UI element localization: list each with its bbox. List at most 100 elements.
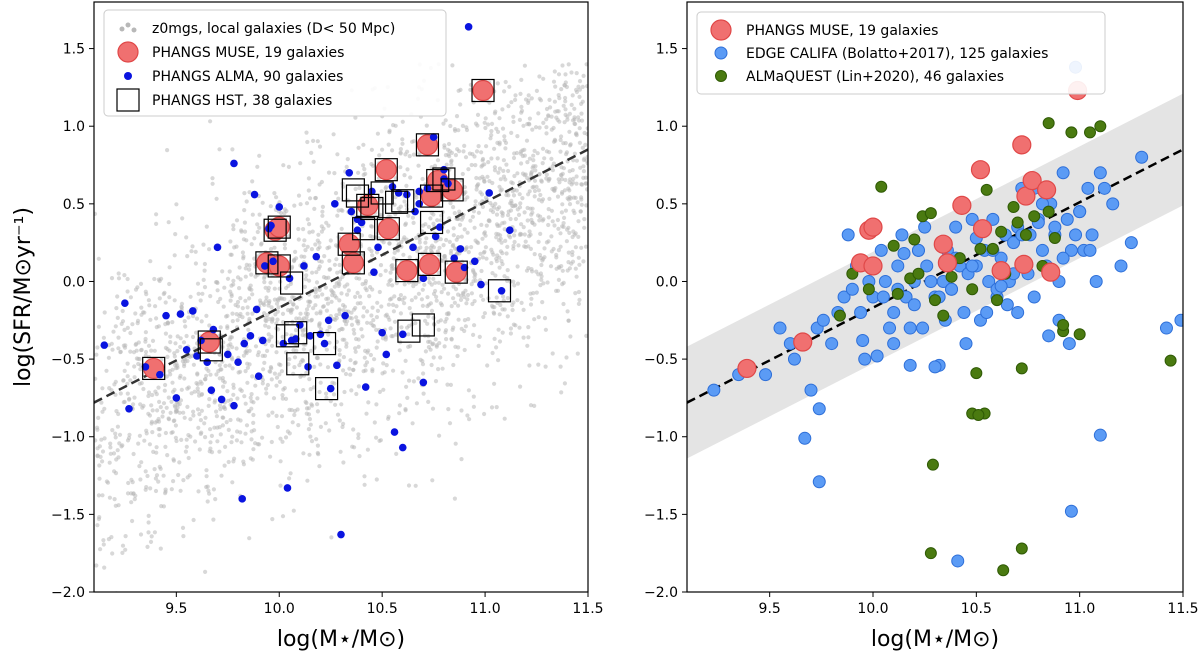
z0mgs-point xyxy=(549,234,554,239)
x-tick-label: 11.5 xyxy=(572,601,603,617)
alma-point xyxy=(378,328,386,337)
z0mgs-point xyxy=(390,283,395,288)
z0mgs-point xyxy=(227,363,232,368)
z0mgs-point xyxy=(309,439,315,444)
hst-point xyxy=(419,210,444,235)
z0mgs-point xyxy=(483,116,488,121)
z0mgs-point xyxy=(521,307,526,312)
legend-muse-label: PHANGS MUSE, 19 galaxies xyxy=(746,23,938,39)
z0mgs-point xyxy=(273,312,278,317)
z0mgs-point xyxy=(525,343,530,348)
z0mgs-point xyxy=(289,333,294,338)
z0mgs-point xyxy=(362,482,367,487)
z0mgs-point xyxy=(356,145,361,150)
z0mgs-point xyxy=(116,271,121,276)
z0mgs-point xyxy=(134,341,139,346)
z0mgs-point xyxy=(484,256,489,261)
z0mgs-point xyxy=(497,116,502,121)
z0mgs-point xyxy=(558,137,563,143)
z0mgs-point xyxy=(510,189,515,194)
z0mgs-point xyxy=(389,263,394,269)
z0mgs-point xyxy=(188,417,193,422)
z0mgs-point xyxy=(460,215,466,220)
z0mgs-point xyxy=(431,355,436,360)
alma-point xyxy=(141,363,150,371)
z0mgs-point xyxy=(575,200,580,205)
z0mgs-point xyxy=(149,348,154,353)
z0mgs-point xyxy=(549,208,555,213)
z0mgs-point xyxy=(489,261,494,266)
z0mgs-point xyxy=(483,195,489,200)
z0mgs-point xyxy=(357,185,362,191)
z0mgs-point xyxy=(196,425,201,430)
z0mgs-point xyxy=(163,487,168,492)
z0mgs-point xyxy=(508,326,513,331)
z0mgs-point xyxy=(218,367,223,372)
z0mgs-point xyxy=(96,324,101,329)
z0mgs-point xyxy=(99,400,104,405)
z0mgs-point xyxy=(400,137,405,142)
z0mgs-point xyxy=(519,232,524,237)
muse-point xyxy=(1022,170,1042,191)
z0mgs-point xyxy=(249,399,254,404)
califa-point xyxy=(816,313,830,327)
z0mgs-point xyxy=(166,416,171,421)
z0mgs-point xyxy=(409,298,414,303)
z0mgs-point xyxy=(301,451,306,456)
z0mgs-point xyxy=(411,152,416,157)
z0mgs-point xyxy=(500,307,505,312)
z0mgs-point xyxy=(274,413,279,418)
z0mgs-point xyxy=(165,148,170,153)
z0mgs-point xyxy=(154,473,160,478)
z0mgs-point xyxy=(526,244,531,249)
x-tick-label: 11.5 xyxy=(1167,601,1198,617)
almaquest-point xyxy=(1057,318,1070,331)
z0mgs-point xyxy=(348,358,353,363)
z0mgs-point xyxy=(574,133,579,138)
z0mgs-point xyxy=(126,435,132,441)
z0mgs-point xyxy=(539,262,544,268)
z0mgs-point xyxy=(317,144,323,149)
hst-point xyxy=(263,218,287,242)
z0mgs-point xyxy=(113,379,118,384)
z0mgs-point xyxy=(362,167,367,172)
z0mgs-point xyxy=(566,197,571,202)
z0mgs-point xyxy=(170,320,175,325)
z0mgs-point xyxy=(134,348,139,353)
z0mgs-point xyxy=(556,93,561,98)
hst-point xyxy=(395,259,419,283)
z0mgs-point xyxy=(360,334,365,339)
legend-alma-marker xyxy=(124,72,132,80)
z0mgs-point xyxy=(144,485,149,490)
califa-point xyxy=(874,243,888,257)
z0mgs-point xyxy=(492,111,497,116)
z0mgs-point xyxy=(253,344,259,349)
z0mgs-point xyxy=(533,168,538,173)
z0mgs-point xyxy=(283,435,289,440)
hst-point xyxy=(275,324,300,348)
z0mgs-point xyxy=(309,150,314,155)
alma-point xyxy=(246,332,255,340)
z0mgs-point xyxy=(561,103,566,108)
z0mgs-point xyxy=(149,403,154,408)
z0mgs-point xyxy=(467,417,472,422)
z0mgs-point xyxy=(325,246,330,251)
alma-point xyxy=(403,190,411,199)
z0mgs-point xyxy=(243,401,248,406)
z0mgs-point xyxy=(178,336,183,341)
z0mgs-point xyxy=(563,177,568,183)
z0mgs-point xyxy=(195,382,200,387)
z0mgs-point xyxy=(501,158,506,163)
z0mgs-point xyxy=(138,281,144,286)
almaquest-point xyxy=(1015,362,1028,375)
z0mgs-point xyxy=(116,276,122,281)
z0mgs-point xyxy=(292,203,297,208)
z0mgs-point xyxy=(287,476,292,481)
z0mgs-point xyxy=(328,238,333,243)
z0mgs-point xyxy=(316,452,321,457)
z0mgs-point xyxy=(144,292,149,297)
z0mgs-point xyxy=(184,444,189,449)
almaquest-point xyxy=(970,367,983,380)
z0mgs-point xyxy=(573,291,578,296)
z0mgs-point xyxy=(336,208,341,213)
